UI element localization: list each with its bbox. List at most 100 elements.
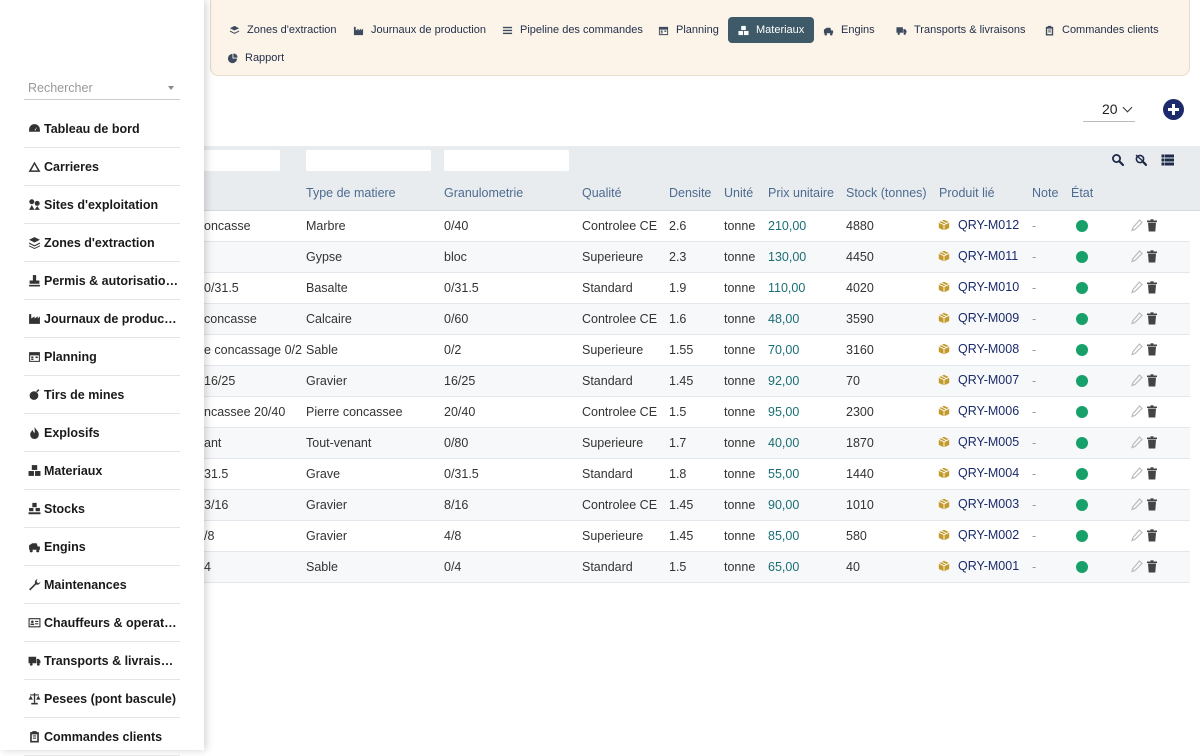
edit-icon[interactable] (1131, 219, 1143, 232)
sidebar-item-label: Carrieres (44, 159, 99, 174)
table-row[interactable]: Gypse bloc Superieure 2.3 tonne 130,00 4450 - QR… (204, 242, 1190, 273)
sidebar-item-11[interactable]: Stocks (24, 490, 180, 528)
cell-granulometrie: 16/25 (444, 374, 476, 388)
delete-icon[interactable] (1146, 436, 1158, 449)
product-link[interactable]: QRY-M001 (938, 559, 1019, 573)
column-header-produit[interactable]: Produit lié (939, 186, 995, 200)
sidebar-item-5[interactable]: Permis & autorisations (24, 262, 180, 300)
sidebar-item-8[interactable]: Tirs de mines (24, 376, 180, 414)
edit-icon[interactable] (1131, 436, 1143, 449)
sidebar-item-15[interactable]: Transports & livraisons (24, 642, 180, 680)
product-code: QRY-M003 (958, 497, 1020, 511)
sidebar-item-6[interactable]: Journaux de production (24, 300, 180, 338)
delete-icon[interactable] (1146, 467, 1158, 480)
product-link[interactable]: QRY-M008 (938, 342, 1019, 356)
sidebar-item-1[interactable]: Tableau de bord (24, 110, 180, 148)
product-link[interactable]: QRY-M010 (938, 280, 1019, 294)
sidebar-item-16[interactable]: Pesees (pont bascule) (24, 680, 180, 718)
cell-densite: 1.9 (669, 281, 687, 295)
nav-transports-livraisons[interactable]: Transports & livraisons (888, 18, 1033, 42)
sidebar-item-10[interactable]: Materiaux (24, 452, 180, 490)
product-link[interactable]: QRY-M011 (938, 249, 1018, 263)
delete-icon[interactable] (1146, 529, 1158, 542)
filter-type-input[interactable] (306, 150, 431, 171)
table-row[interactable]: 0/31.5 Basalte 0/31.5 Standard 1.9 tonne 110,0… (204, 273, 1190, 304)
filter-granulometrie-input[interactable] (444, 150, 569, 171)
product-link[interactable]: QRY-M012 (938, 218, 1019, 232)
search-icon[interactable] (1111, 153, 1125, 167)
table-row[interactable]: /8 Gravier 4/8 Superieure 1.45 tonne 85,00 580 -… (204, 521, 1190, 552)
delete-icon[interactable] (1146, 498, 1158, 511)
delete-icon[interactable] (1146, 312, 1158, 325)
delete-icon[interactable] (1146, 374, 1158, 387)
sidebar-item-13[interactable]: Maintenances (24, 566, 180, 604)
sidebar-item-12[interactable]: Engins (24, 528, 180, 566)
edit-icon[interactable] (1131, 467, 1143, 480)
sidebar-item-4[interactable]: Zones d'extraction (24, 224, 180, 262)
column-header-note[interactable]: Note (1032, 186, 1059, 200)
delete-icon[interactable] (1146, 405, 1158, 418)
column-header-stock[interactable]: Stock (tonnes) (846, 186, 927, 200)
product-link[interactable]: QRY-M002 (938, 528, 1019, 542)
edit-icon[interactable] (1131, 529, 1143, 542)
cell-name: ant (204, 436, 222, 450)
delete-icon[interactable] (1146, 560, 1158, 573)
cell-prix: 85,00 (768, 529, 800, 543)
nav-engins[interactable]: Engins (815, 18, 883, 42)
edit-icon[interactable] (1131, 312, 1143, 325)
nav-rapport[interactable]: Rapport (219, 46, 292, 70)
edit-icon[interactable] (1131, 250, 1143, 263)
sidebar-search-select[interactable]: Rechercher (24, 78, 180, 100)
column-header-type[interactable]: Type de matiere (306, 186, 396, 200)
edit-icon[interactable] (1131, 498, 1143, 511)
sidebar-item-2[interactable]: Carrieres (24, 148, 180, 186)
delete-icon[interactable] (1146, 281, 1158, 294)
product-link[interactable]: QRY-M005 (938, 435, 1019, 449)
table-row[interactable]: 16/25 Gravier 16/25 Standard 1.45 tonne 92,00 7… (204, 366, 1190, 397)
nav-journaux-production[interactable]: Journaux de production (345, 18, 494, 42)
table-row[interactable]: 3/16 Gravier 8/16 Controlee CE 1.45 tonne 90,0… (204, 490, 1190, 521)
edit-icon[interactable] (1131, 374, 1143, 387)
edit-icon[interactable] (1131, 281, 1143, 294)
product-link[interactable]: QRY-M003 (938, 497, 1019, 511)
cell-granulometrie: 20/40 (444, 405, 476, 419)
table-row[interactable]: 31.5 Grave 0/31.5 Standard 1.8 tonne 55,00 1440… (204, 459, 1190, 490)
delete-icon[interactable] (1146, 219, 1158, 232)
edit-icon[interactable] (1131, 343, 1143, 356)
nav-zones-extraction[interactable]: Zones d'extraction (221, 18, 345, 42)
product-link[interactable]: QRY-M006 (938, 404, 1019, 418)
column-header-densite[interactable]: Densite (669, 186, 712, 200)
columns-list-icon[interactable] (1161, 153, 1175, 167)
product-link[interactable]: QRY-M004 (938, 466, 1019, 480)
column-header-etat[interactable]: État (1071, 186, 1094, 200)
delete-icon[interactable] (1146, 343, 1158, 356)
add-button[interactable] (1163, 99, 1184, 120)
column-header-qualite[interactable]: Qualité (582, 186, 622, 200)
table-row[interactable]: oncasse Marbre 0/40 Controlee CE 2.6 tonne 210… (204, 211, 1190, 242)
sidebar-item-14[interactable]: Chauffeurs & operateurs (24, 604, 180, 642)
nav-commandes-clients[interactable]: Commandes clients (1036, 18, 1167, 42)
nav-pipeline-commandes[interactable]: Pipeline des commandes (494, 18, 651, 42)
filter-name-input[interactable] (204, 150, 280, 171)
sidebar-item-3[interactable]: Sites d'exploitation (24, 186, 180, 224)
clear-filter-icon[interactable] (1134, 153, 1148, 167)
delete-icon[interactable] (1146, 250, 1158, 263)
column-header-prix[interactable]: Prix unitaire (768, 186, 834, 200)
product-link[interactable]: QRY-M009 (938, 311, 1019, 325)
edit-icon[interactable] (1131, 405, 1143, 418)
table-row[interactable]: 4 Sable 0/4 Standard 1.5 tonne 65,00 40 - QRY-M00… (204, 552, 1190, 583)
sidebar-item-7[interactable]: Planning (24, 338, 180, 376)
column-header-granulometrie[interactable]: Granulometrie (444, 186, 524, 200)
page-size-select[interactable]: 20 (1083, 97, 1135, 122)
nav-planning[interactable]: Planning (650, 18, 727, 42)
column-header-unite[interactable]: Unité (724, 186, 754, 200)
nav-materiaux[interactable]: Materiaux (728, 17, 815, 43)
table-row[interactable]: e concassage 0/2 Sable 0/2 Superieure 1.55 to… (204, 335, 1190, 366)
sidebar-item-9[interactable]: Explosifs (24, 414, 180, 452)
edit-icon[interactable] (1131, 560, 1143, 573)
table-row[interactable]: ant Tout-venant 0/80 Superieure 1.7 tonne 40,0… (204, 428, 1190, 459)
sidebar-item-17[interactable]: Commandes clients (24, 718, 180, 756)
table-row[interactable]: concasse Calcaire 0/60 Controlee CE 1.6 tonne… (204, 304, 1190, 335)
product-link[interactable]: QRY-M007 (938, 373, 1019, 387)
table-row[interactable]: ncassee 20/40 Pierre concassee 20/40 Contro… (204, 397, 1190, 428)
